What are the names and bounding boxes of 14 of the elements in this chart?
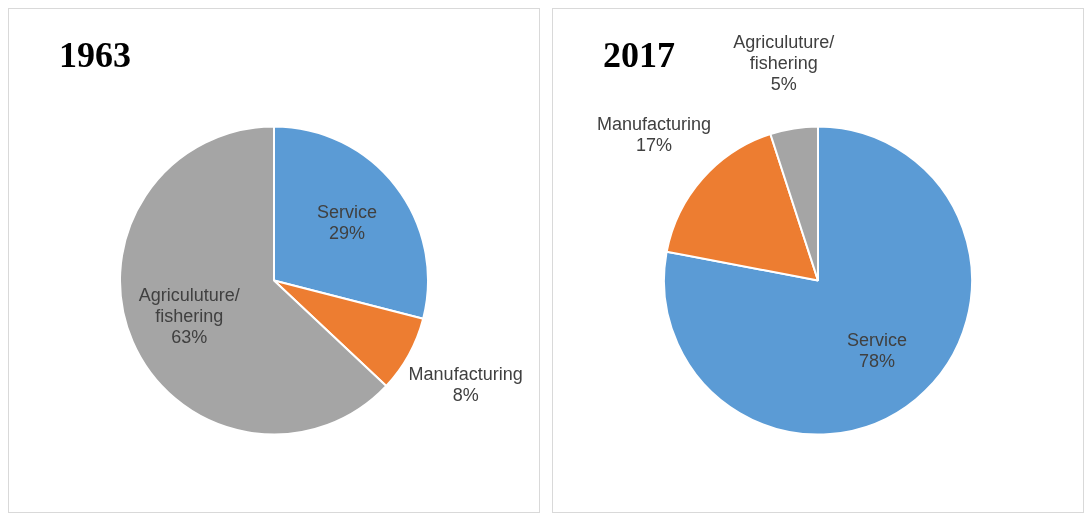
data-label: 78% <box>858 351 895 372</box>
slice-label: Agriculuture/ fishering <box>733 32 835 74</box>
slice-label: Service <box>316 202 378 223</box>
slice-label: Service <box>846 330 907 351</box>
slice-label: Manufacturing <box>596 114 711 135</box>
data-label: 63% <box>171 327 208 348</box>
data-label: 17% <box>635 135 672 156</box>
chart-title: 1963 <box>59 34 131 76</box>
slice-label: Agriculuture/ fishering <box>138 285 240 327</box>
slice-label: Manufacturing <box>408 364 523 385</box>
chart-title: 2017 <box>603 34 675 76</box>
data-label: 5% <box>770 74 797 95</box>
data-label: 29% <box>328 223 366 244</box>
data-label: 8% <box>452 385 479 406</box>
